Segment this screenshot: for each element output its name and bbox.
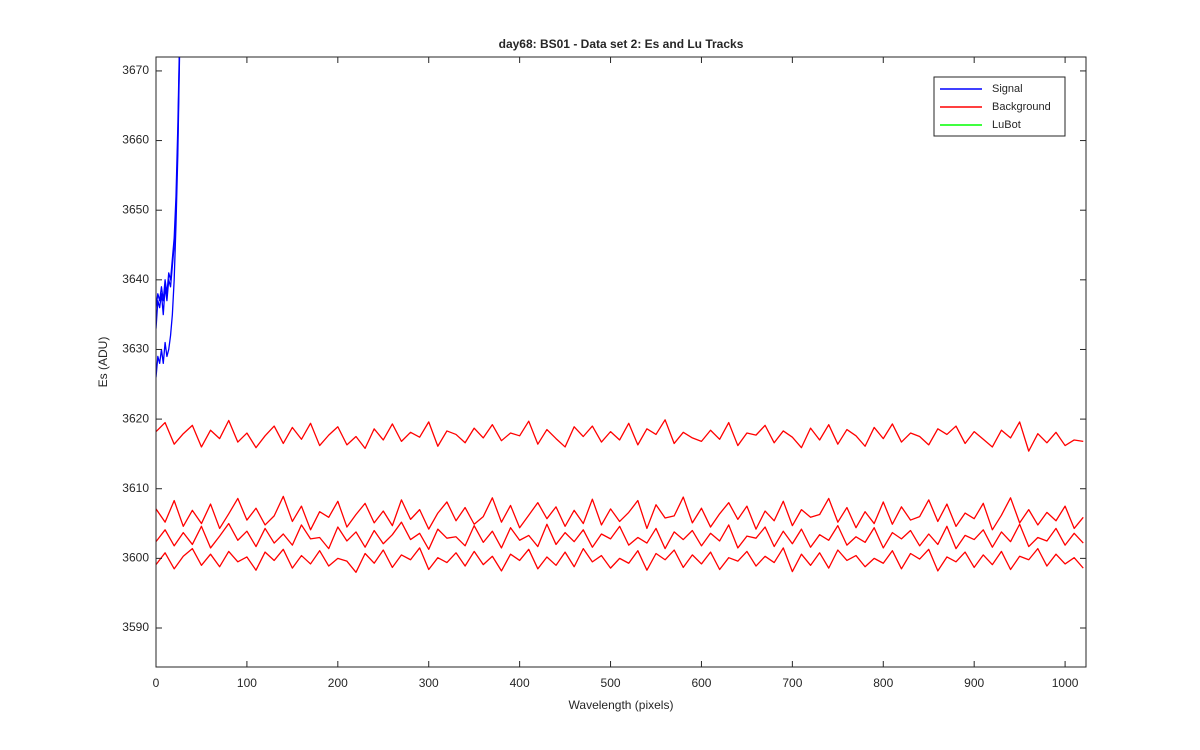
data-line <box>156 547 1084 573</box>
y-tick-label: 3610 <box>122 481 149 495</box>
x-tick-label: 300 <box>419 676 439 690</box>
data-line <box>156 57 181 378</box>
x-tick-label: 200 <box>328 676 348 690</box>
axes-box <box>155 56 1087 668</box>
x-tick-label: 500 <box>601 676 621 690</box>
legend: Signal Background LuBot <box>933 76 1066 137</box>
x-tick-label: 900 <box>964 676 984 690</box>
y-tick-label: 3620 <box>122 411 149 425</box>
data-line <box>156 521 1084 550</box>
y-tick-label: 3590 <box>122 620 149 634</box>
y-tick-label: 3660 <box>122 133 149 147</box>
chart-title: day68: BS01 - Data set 2: Es and Lu Trac… <box>499 37 744 51</box>
x-tick-label: 1000 <box>1052 676 1079 690</box>
legend-label: Background <box>992 101 1051 113</box>
x-tick-label: 600 <box>691 676 711 690</box>
y-tick-label: 3630 <box>122 342 149 356</box>
y-tick-label: 3650 <box>122 202 149 216</box>
x-axis-label: Wavelength (pixels) <box>569 698 674 712</box>
legend-label: Signal <box>992 83 1023 95</box>
x-tick-label: 800 <box>873 676 893 690</box>
data-line <box>156 419 1084 452</box>
x-tick-label: 700 <box>782 676 802 690</box>
y-tick-label: 3670 <box>122 63 149 77</box>
x-tick-label: 100 <box>237 676 257 690</box>
y-tick-label: 3640 <box>122 272 149 286</box>
y-tick-label: 3600 <box>122 551 149 565</box>
x-tick-label: 400 <box>510 676 530 690</box>
x-tick-label: 0 <box>153 676 160 690</box>
legend-label: LuBot <box>992 119 1021 131</box>
plot-lines <box>156 57 1084 573</box>
data-line <box>156 495 1084 531</box>
y-axis-label: Es (ADU) <box>96 337 110 388</box>
